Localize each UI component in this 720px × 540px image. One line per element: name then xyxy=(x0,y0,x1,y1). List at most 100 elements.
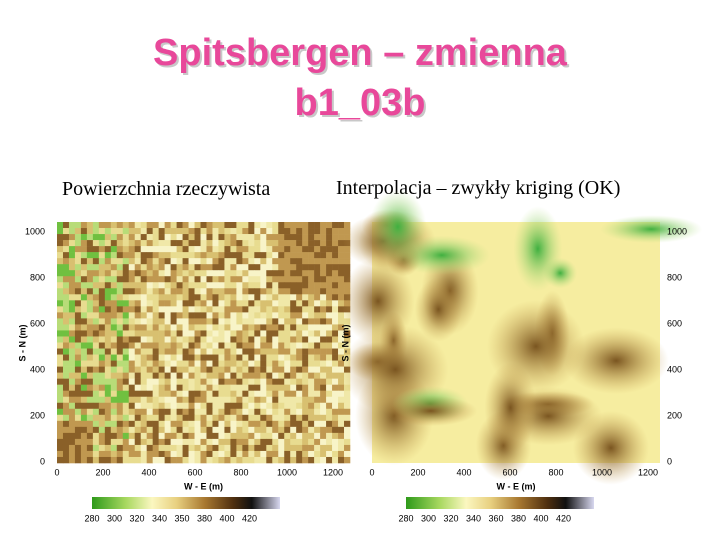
map-cell xyxy=(104,354,112,361)
map-cell xyxy=(236,342,243,349)
map-cell xyxy=(104,270,112,277)
map-cell xyxy=(170,450,177,458)
map-cell xyxy=(332,408,339,416)
map-cell xyxy=(266,288,273,295)
map-cell xyxy=(98,366,106,373)
map-cell xyxy=(320,324,327,331)
map-cell xyxy=(266,420,273,428)
map-cell xyxy=(134,438,142,446)
map-cell xyxy=(284,300,291,307)
map-cell xyxy=(242,372,249,379)
map-cell xyxy=(290,384,297,391)
map-cell xyxy=(62,354,70,361)
map-cell xyxy=(158,366,165,373)
map-cell xyxy=(57,252,64,259)
map-cell xyxy=(164,324,171,331)
map-cell xyxy=(68,330,76,337)
map-cell xyxy=(74,348,82,355)
map-cell xyxy=(320,420,327,428)
map-cell xyxy=(242,246,249,253)
map-cell xyxy=(260,318,267,325)
map-cell xyxy=(290,264,297,271)
map-cell xyxy=(290,300,297,307)
map-cell xyxy=(308,378,315,385)
map-cell xyxy=(176,420,183,428)
map-cell xyxy=(254,408,261,416)
map-cell xyxy=(326,426,333,434)
map-cell xyxy=(206,450,213,458)
map-cell xyxy=(134,396,142,404)
map-cell xyxy=(122,324,130,331)
map-blob xyxy=(384,395,478,427)
map-cell xyxy=(338,270,345,277)
map-cell xyxy=(314,312,321,319)
map-cell xyxy=(272,336,279,343)
map-cell xyxy=(254,330,261,337)
map-cell xyxy=(176,294,183,301)
map-cell xyxy=(74,288,82,295)
map-cell xyxy=(284,240,291,247)
map-cell xyxy=(308,258,315,265)
map-cell xyxy=(188,324,195,331)
map-cell xyxy=(128,384,136,391)
map-cell xyxy=(92,330,100,337)
map-cell xyxy=(122,444,130,452)
map-cell xyxy=(218,330,225,337)
map-cell xyxy=(98,300,106,307)
map-cell xyxy=(314,378,321,385)
map-cell xyxy=(314,348,321,355)
map-cell xyxy=(92,390,100,398)
map-cell xyxy=(266,306,273,313)
map-cell xyxy=(248,384,255,391)
map-cell xyxy=(146,312,153,319)
map-cell xyxy=(206,366,213,373)
map-cell xyxy=(224,348,231,355)
map-cell xyxy=(308,318,315,325)
map-cell xyxy=(296,432,303,440)
map-cell xyxy=(57,288,64,295)
map-cell xyxy=(158,444,165,452)
map-cell xyxy=(224,306,231,313)
map-cell xyxy=(224,270,231,277)
map-cell xyxy=(230,432,237,440)
map-cell xyxy=(284,414,291,422)
map-cell xyxy=(308,396,315,404)
map-cell xyxy=(116,252,124,259)
map-cell xyxy=(224,234,231,241)
map-cell xyxy=(110,252,118,259)
map-cell xyxy=(266,252,273,259)
map-cell xyxy=(92,438,100,446)
map-cell xyxy=(62,270,70,277)
map-cell xyxy=(152,252,159,259)
panel-caption: Interpolacja – zwykły kriging (OK) xyxy=(336,177,620,199)
map-cell xyxy=(140,384,147,391)
colorbar-tick-label: 400 xyxy=(219,513,234,523)
y-axis-label: S - N (m) xyxy=(340,324,350,361)
map-cell xyxy=(104,360,112,367)
map-cell xyxy=(242,384,249,391)
map-cell xyxy=(296,348,303,355)
map-cell xyxy=(182,222,189,229)
map-cell xyxy=(236,366,243,373)
map-cell xyxy=(302,360,309,367)
map-cell xyxy=(314,372,321,379)
map-cell xyxy=(104,426,112,434)
map-cell xyxy=(200,240,207,247)
map-cell xyxy=(326,306,333,313)
map-cell xyxy=(254,444,261,452)
map-cell xyxy=(218,408,225,416)
map-cell xyxy=(332,426,339,434)
map-cell xyxy=(68,420,76,428)
map-cell xyxy=(188,342,195,349)
map-cell xyxy=(110,432,118,440)
map-cell xyxy=(92,348,100,355)
map-cell xyxy=(308,426,315,434)
map-cell xyxy=(320,300,327,307)
map-cell xyxy=(278,426,285,434)
map-cell xyxy=(332,444,339,452)
map-cell xyxy=(212,360,219,367)
map-cell xyxy=(266,324,273,331)
map-cell xyxy=(158,288,165,295)
map-cell xyxy=(332,306,339,313)
map-cell xyxy=(152,342,159,349)
